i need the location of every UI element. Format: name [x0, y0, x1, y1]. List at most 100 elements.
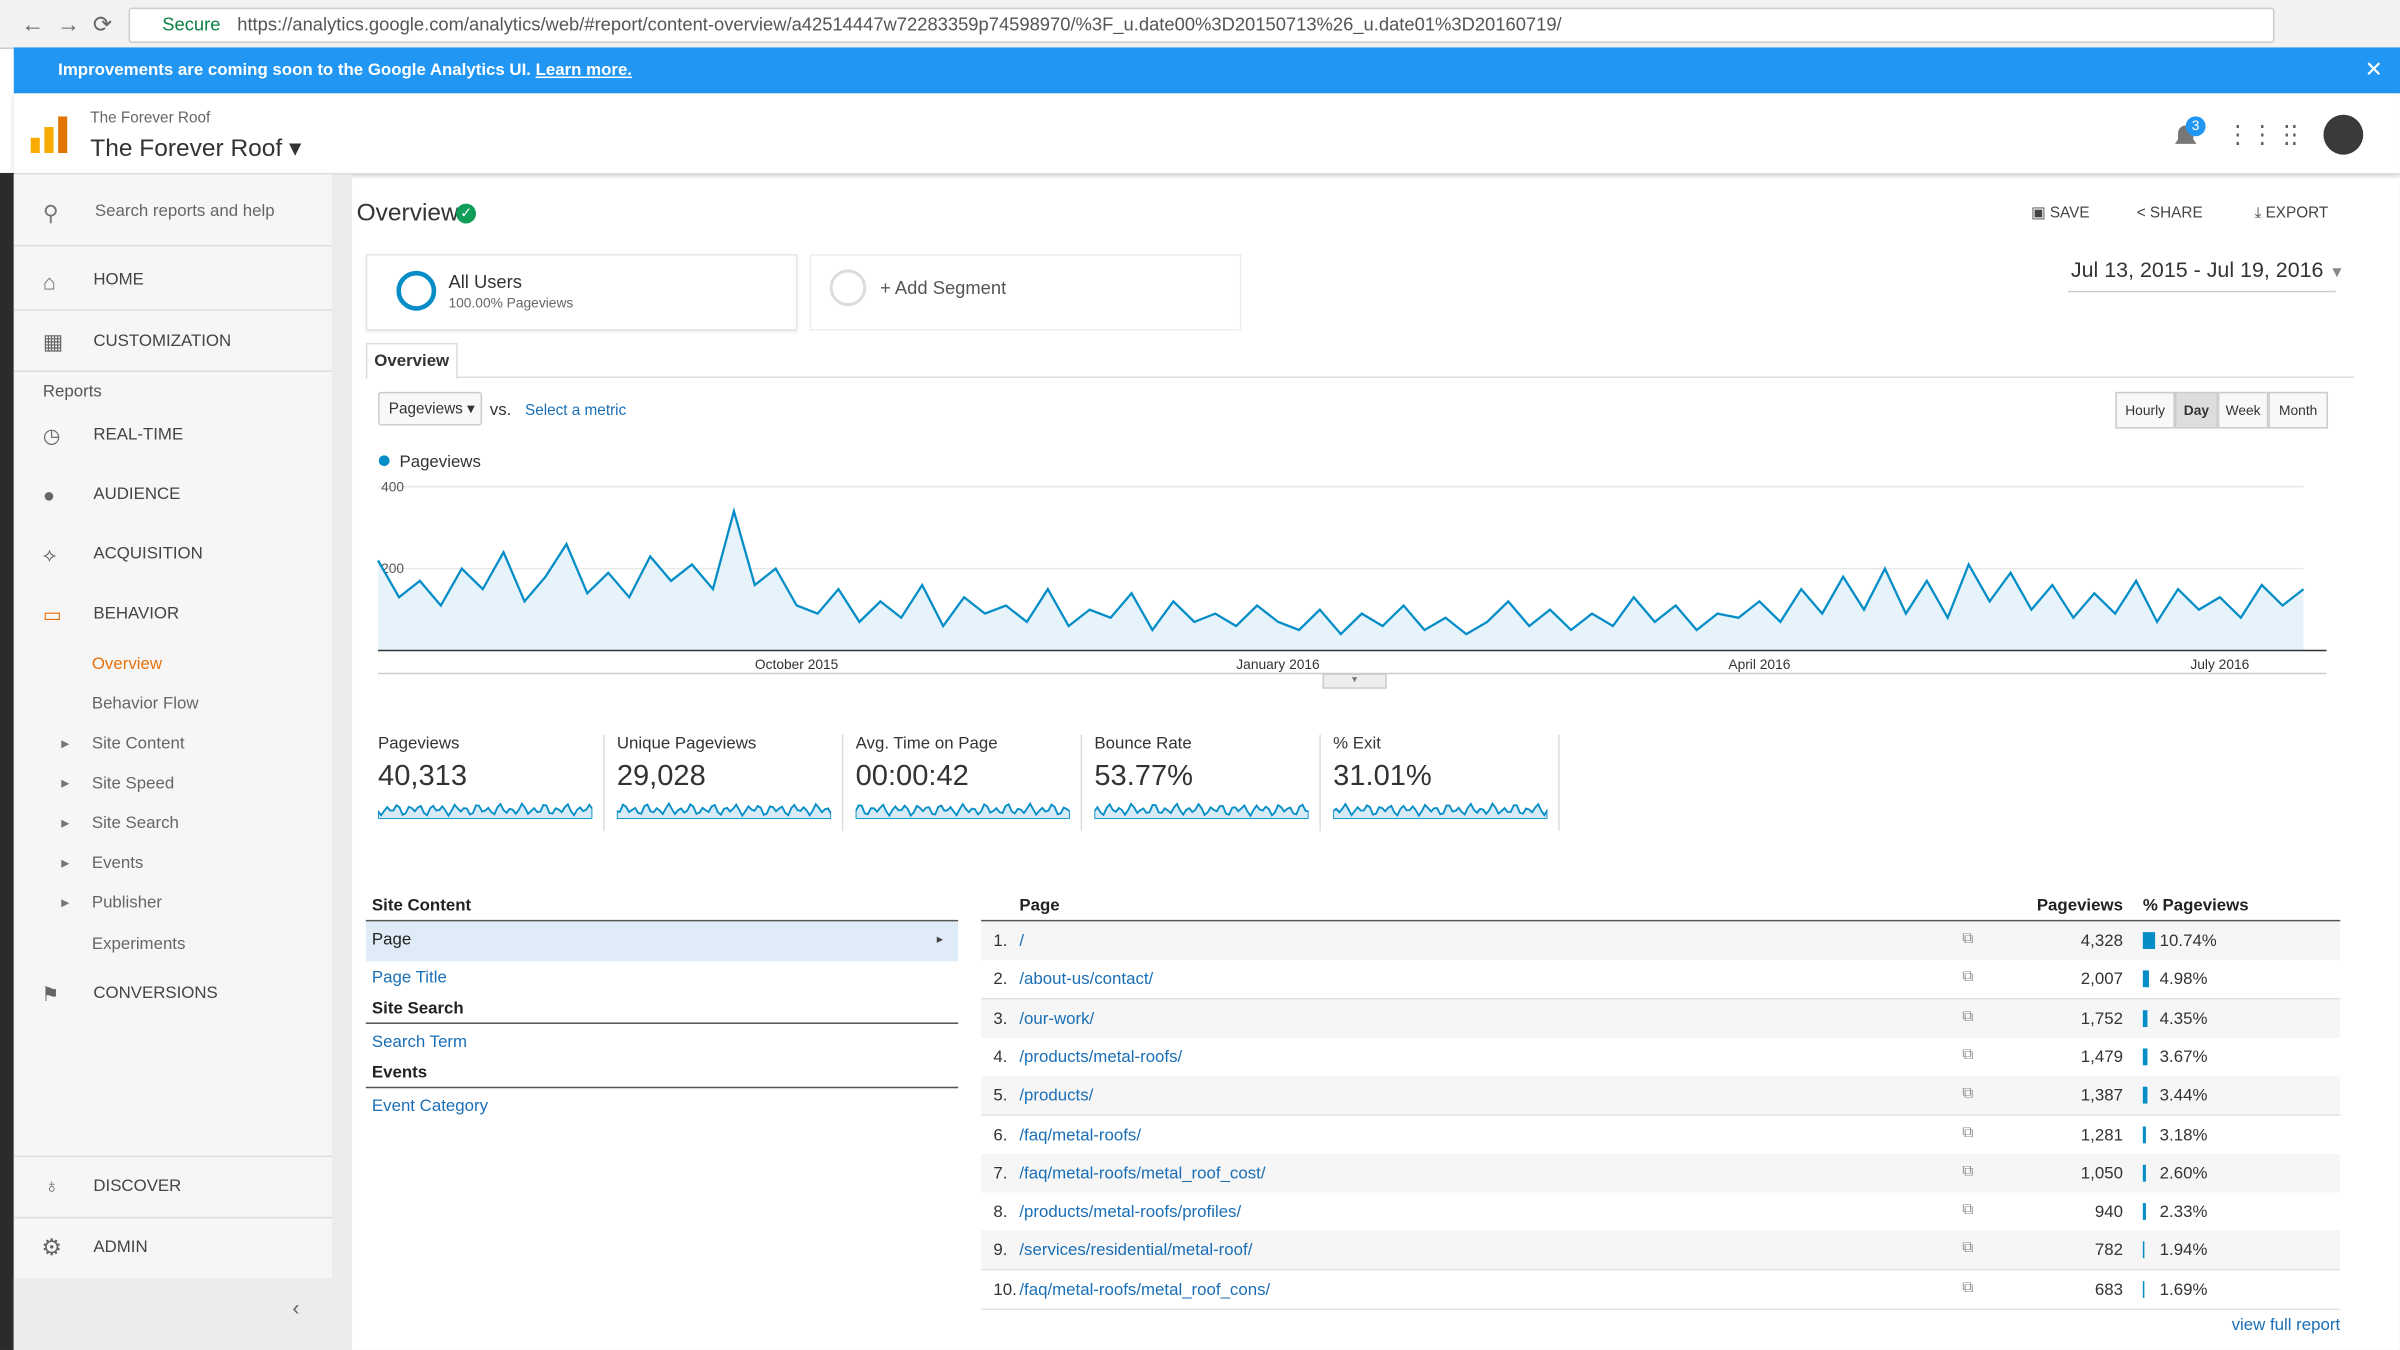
panel-group-line	[365, 919, 959, 922]
page-link[interactable]: /about-us/contact/	[1019, 970, 1154, 990]
rank: 1.	[993, 932, 1008, 951]
granularity-button[interactable]: Hourly	[2115, 391, 2175, 429]
page-link[interactable]: /services/residential/metal-roof/	[1019, 1241, 1253, 1261]
nav-report[interactable]: AUDIENCE	[93, 485, 181, 504]
select-metric[interactable]: Select a metric	[524, 402, 627, 420]
add-segment-card[interactable]	[809, 254, 1242, 331]
metric-divider	[841, 734, 844, 832]
granularity-button[interactable]: Week	[2217, 391, 2269, 429]
page-link[interactable]: /products/metal-roofs/	[1019, 1048, 1183, 1067]
share-label: SHARE	[2149, 205, 2203, 222]
page-link[interactable]: /faq/metal-roofs/metal_roof_cost/	[1019, 1164, 1266, 1183]
metric-divider	[603, 734, 605, 832]
granularity-button[interactable]: Month	[2268, 391, 2329, 429]
customization-icon: ▦	[42, 329, 64, 354]
open-link-icon[interactable]: ⧉	[1962, 1124, 1974, 1142]
open-link-icon[interactable]: ⧉	[1962, 1008, 1974, 1025]
nav-subitem[interactable]: Experiments	[91, 935, 186, 954]
page-link[interactable]: /faq/metal-roofs/	[1019, 1125, 1142, 1145]
account-name: The Forever Roof	[90, 110, 211, 128]
page-link[interactable]: /our-work/	[1019, 1009, 1095, 1028]
expand-arrow: ▶	[61, 739, 70, 750]
rank: 8.	[993, 1203, 1008, 1222]
nav-subitem[interactable]: Publisher	[91, 893, 163, 913]
rank: 2.	[993, 970, 1008, 990]
search-box[interactable]: Search reports and help	[94, 202, 275, 221]
view-full-report[interactable]: view full report	[2231, 1316, 2341, 1335]
nav-home[interactable]: HOME	[93, 270, 144, 290]
window-frame	[0, 172, 14, 1350]
pct-bar	[2142, 1164, 2146, 1182]
pct-bar	[2142, 1280, 2145, 1298]
date-range[interactable]: Jul 13, 2015 - Jul 19, 2016 ▼	[2070, 257, 2345, 282]
nav-subitem[interactable]: Overview	[91, 655, 163, 674]
open-link-icon[interactable]: ⧉	[1962, 1162, 1974, 1180]
panel-link[interactable]: Search Term	[371, 1033, 468, 1052]
nav-subitem[interactable]: Site Search	[91, 814, 179, 833]
date-underline	[2067, 290, 2336, 293]
panel-link[interactable]: Page Title	[371, 968, 447, 988]
nav-conversions[interactable]: CONVERSIONS	[93, 984, 218, 1003]
page-link[interactable]: /products/metal-roofs/profiles/	[1019, 1203, 1242, 1222]
admin-icon: ⚙	[41, 1235, 62, 1262]
export-button[interactable]: ⤓ EXPORT	[2254, 205, 2329, 222]
banner-link[interactable]: Learn more.	[535, 61, 632, 80]
rank: 9.	[993, 1241, 1008, 1261]
search-icon: ⚲	[42, 200, 59, 225]
pct-label: 1.69%	[2159, 1280, 2208, 1300]
panel-link[interactable]: Event Category	[371, 1097, 488, 1116]
url: https://analytics.google.com/analytics/w…	[237, 13, 1562, 36]
nav-subitem[interactable]: Site Speed	[91, 774, 175, 793]
save-button[interactable]: ▣ SAVE	[2031, 205, 2090, 222]
pageviews: 782	[2094, 1241, 2123, 1261]
open-link-icon[interactable]: ⧉	[1962, 930, 1974, 948]
nav-admin[interactable]: ADMIN	[93, 1238, 148, 1257]
share-button[interactable]: < SHARE	[2136, 205, 2203, 222]
nav-buttons[interactable]: ← → ⟳	[21, 12, 113, 39]
page-link[interactable]: /faq/metal-roofs/metal_roof_cons/	[1019, 1280, 1271, 1300]
page-link[interactable]: /	[1019, 932, 1025, 951]
nav-discover[interactable]: DISCOVER	[93, 1177, 182, 1196]
close-banner[interactable]: ✕	[2364, 56, 2383, 82]
nav-report[interactable]: ACQUISITION	[93, 544, 203, 564]
panel-link-selected[interactable]: Page	[371, 930, 412, 949]
nav-subitem[interactable]: Site Content	[91, 734, 185, 754]
gutter	[332, 174, 353, 1350]
add-segment: + Add Segment	[880, 277, 1007, 299]
open-link-icon[interactable]: ⧉	[1962, 1085, 1974, 1103]
granularity-button[interactable]: Day	[2174, 391, 2218, 429]
open-link-icon[interactable]: ⧉	[1962, 1201, 1974, 1219]
nav-subitem[interactable]: Events	[91, 854, 144, 873]
open-link-icon[interactable]: ⧉	[1962, 1279, 1974, 1296]
address-bar[interactable]	[128, 7, 2275, 43]
banner	[13, 47, 2400, 94]
collapse-button[interactable]: ‹	[292, 1294, 300, 1320]
open-link-icon[interactable]: ⧉	[1962, 1046, 1974, 1064]
nav-report[interactable]: BEHAVIOR	[93, 604, 180, 623]
nav-customization[interactable]: CUSTOMIZATION	[93, 332, 232, 351]
open-link-icon[interactable]: ⧉	[1962, 1240, 1974, 1258]
more-menu[interactable]: ⋮	[2282, 122, 2307, 149]
line	[377, 506, 2305, 636]
chart-toggle[interactable]: ▾	[1322, 673, 1387, 689]
segment-card[interactable]	[365, 254, 798, 331]
pageviews: 4,328	[2080, 932, 2123, 951]
open-link-icon[interactable]: ⧉	[1962, 969, 1974, 987]
panel-group-title: Events	[371, 1063, 428, 1083]
apps-menu[interactable]: ⋮⋮⋮	[2225, 122, 2299, 149]
page-link[interactable]: /products/	[1019, 1087, 1094, 1106]
nav-report[interactable]: REAL-TIME	[93, 425, 184, 444]
property-name[interactable]: The Forever Roof ▾	[90, 136, 302, 163]
rank: 5.	[993, 1087, 1008, 1106]
collapse-bar	[13, 1278, 333, 1350]
pct-label: 3.67%	[2159, 1048, 2208, 1067]
banner-message: Improvements are coming soon to the Goog…	[58, 61, 531, 80]
nav-subitem[interactable]: Behavior Flow	[91, 694, 199, 714]
avatar[interactable]	[2323, 114, 2364, 155]
sidebar	[13, 174, 334, 1350]
sparkline	[1333, 802, 1548, 819]
metric-select[interactable]: Pageviews ▾	[378, 391, 483, 426]
table-header: Pageviews	[2036, 896, 2123, 916]
tab[interactable]: Overview	[365, 342, 458, 380]
pct-bar	[2142, 1009, 2148, 1027]
